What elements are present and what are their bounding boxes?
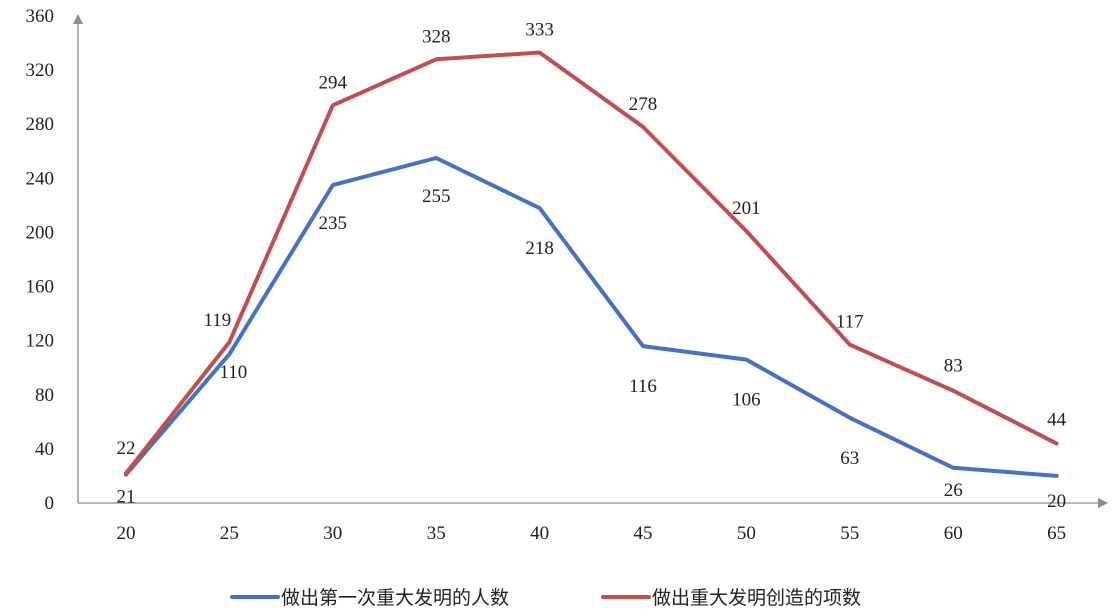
data-labels: 21 110 235 255 218 116 106 63 26 20 22 119 294 328 333… <box>117 20 1067 512</box>
data-label-series-2: 83 <box>944 356 963 377</box>
x-tick-label: 55 <box>840 523 859 544</box>
data-label-series-1: 110 <box>220 362 248 383</box>
data-label-series-2: 278 <box>629 94 658 115</box>
series-lines <box>124 50 1059 478</box>
chart-axes <box>73 14 1108 508</box>
data-label-series-2: 119 <box>204 310 232 331</box>
x-axis-arrow <box>1098 498 1108 508</box>
data-label-series-1: 235 <box>319 213 348 234</box>
y-tick-label: 120 <box>26 331 55 352</box>
data-label-series-2: 328 <box>422 26 451 47</box>
data-label-series-1: 106 <box>732 390 761 411</box>
data-label-series-1: 218 <box>525 238 554 259</box>
legend: 做出第一次重大发明的人数 做出重大发明创造的项数 <box>230 587 861 609</box>
x-tick-label: 35 <box>427 523 446 544</box>
x-tick-label: 40 <box>530 523 549 544</box>
legend-label-series-2: 做出重大发明创造的项数 <box>652 587 861 609</box>
y-tick-label: 200 <box>26 222 55 243</box>
y-tick-label: 40 <box>35 439 54 460</box>
y-tick-label: 320 <box>26 60 55 81</box>
data-label-series-1: 116 <box>629 376 657 397</box>
legend-item-series-1: 做出第一次重大发明的人数 <box>230 587 509 609</box>
x-tick-labels: 20 25 30 35 40 45 50 55 60 65 <box>117 523 1067 544</box>
data-label-series-1: 20 <box>1047 491 1066 512</box>
x-tick-label: 20 <box>117 523 136 544</box>
data-label-series-2: 333 <box>525 20 554 41</box>
x-tick-label: 25 <box>220 523 239 544</box>
series-line-first-invention-people <box>124 156 1059 478</box>
data-label-series-1: 63 <box>840 448 859 469</box>
data-label-series-2: 117 <box>836 312 864 333</box>
y-tick-label: 160 <box>26 277 55 298</box>
legend-label-series-1: 做出第一次重大发明的人数 <box>281 587 509 609</box>
y-tick-label: 360 <box>26 6 55 27</box>
y-tick-label: 240 <box>26 168 55 189</box>
x-tick-label: 45 <box>634 523 653 544</box>
data-label-series-2: 201 <box>732 198 761 219</box>
data-label-series-2: 294 <box>319 72 348 93</box>
data-label-series-1: 21 <box>117 487 136 508</box>
x-tick-label: 60 <box>944 523 963 544</box>
y-tick-label: 280 <box>26 114 55 135</box>
series-line-invention-count <box>124 50 1059 476</box>
y-tick-label: 80 <box>35 385 54 406</box>
x-tick-label: 65 <box>1047 523 1066 544</box>
data-label-series-2: 22 <box>117 438 136 459</box>
x-tick-label: 50 <box>737 523 756 544</box>
data-label-series-1: 26 <box>944 480 963 501</box>
y-axis-arrow <box>73 14 83 24</box>
data-label-series-2: 44 <box>1047 409 1067 430</box>
y-tick-label: 0 <box>45 493 55 514</box>
data-label-series-1: 255 <box>422 186 451 207</box>
x-tick-label: 30 <box>323 523 342 544</box>
legend-item-series-2: 做出重大发明创造的项数 <box>601 587 861 609</box>
y-tick-labels: 0 40 80 120 160 200 240 280 320 360 <box>26 6 55 514</box>
